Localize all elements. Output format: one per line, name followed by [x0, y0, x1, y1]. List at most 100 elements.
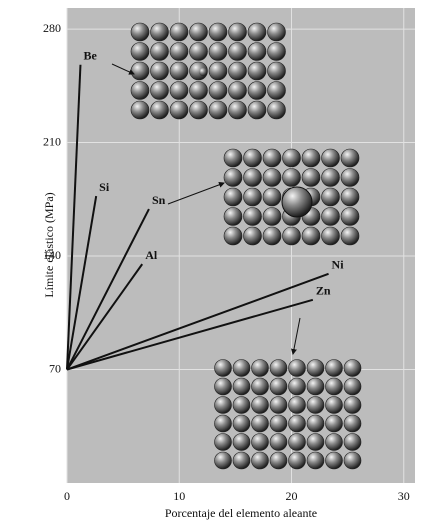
atom: [151, 23, 169, 41]
atom: [229, 23, 247, 41]
atom: [215, 452, 232, 469]
atom: [131, 43, 149, 61]
atom: [270, 452, 287, 469]
y-axis-title: Límite elástico (MPa): [42, 192, 56, 297]
atom: [283, 169, 301, 187]
atom: [233, 434, 250, 451]
atom: [233, 415, 250, 432]
atom: [263, 149, 281, 167]
atom: [248, 23, 266, 41]
atom: [131, 82, 149, 100]
solute-atom: [199, 68, 207, 76]
atom: [289, 452, 306, 469]
atom: [263, 208, 281, 226]
atom: [233, 378, 250, 395]
series-label: Sn: [152, 193, 166, 207]
atom: [215, 415, 232, 432]
atom: [270, 397, 287, 414]
atom: [283, 227, 301, 245]
atom: [307, 397, 324, 414]
atom: [270, 434, 287, 451]
atom: [322, 169, 340, 187]
atom: [302, 227, 320, 245]
series-label: Be: [83, 48, 97, 62]
atom: [209, 43, 227, 61]
y-tick-label: 70: [49, 361, 61, 375]
atom: [307, 360, 324, 377]
atom: [307, 415, 324, 432]
atom: [326, 397, 343, 414]
y-tick-label: 280: [43, 21, 61, 35]
atom: [322, 227, 340, 245]
x-tick-label: 30: [398, 489, 410, 503]
atom: [302, 149, 320, 167]
atom: [341, 227, 359, 245]
atom: [131, 23, 149, 41]
atom: [268, 82, 286, 100]
atom: [270, 378, 287, 395]
atom: [215, 397, 232, 414]
atom: [302, 169, 320, 187]
atom: [190, 82, 208, 100]
atom: [244, 188, 262, 206]
atom: [341, 169, 359, 187]
atom: [229, 101, 247, 119]
atom: [263, 188, 281, 206]
atom: [344, 397, 361, 414]
atom: [307, 378, 324, 395]
atom: [151, 82, 169, 100]
atom: [233, 397, 250, 414]
atom: [289, 360, 306, 377]
atom: [190, 43, 208, 61]
atom: [224, 149, 242, 167]
atom: [322, 149, 340, 167]
atom: [131, 62, 149, 80]
series-label: Ni: [332, 258, 345, 272]
atom: [170, 82, 188, 100]
atom: [151, 101, 169, 119]
atom: [341, 208, 359, 226]
y-tick-label: 210: [43, 134, 61, 148]
atom: [229, 43, 247, 61]
atom: [344, 415, 361, 432]
atom: [344, 452, 361, 469]
atom: [341, 149, 359, 167]
atom: [326, 452, 343, 469]
atom: [252, 434, 269, 451]
atom: [344, 378, 361, 395]
atom: [344, 360, 361, 377]
series-label: Al: [145, 248, 158, 262]
atom: [224, 227, 242, 245]
atom: [229, 62, 247, 80]
x-tick-label: 0: [64, 489, 70, 503]
atom: [252, 378, 269, 395]
atom: [341, 188, 359, 206]
y-tick-label: 140: [43, 248, 61, 262]
atom: [209, 82, 227, 100]
atom: [326, 415, 343, 432]
atom: [209, 101, 227, 119]
atom: [252, 360, 269, 377]
atom: [151, 43, 169, 61]
atom: [270, 415, 287, 432]
atom: [252, 452, 269, 469]
atom: [283, 149, 301, 167]
atom: [326, 434, 343, 451]
atom: [263, 227, 281, 245]
atom: [170, 43, 188, 61]
atom: [170, 23, 188, 41]
atom: [268, 62, 286, 80]
atom: [190, 23, 208, 41]
atom: [322, 208, 340, 226]
atom: [270, 360, 287, 377]
series-label: Zn: [316, 284, 331, 298]
atom: [289, 378, 306, 395]
atom: [268, 101, 286, 119]
atom: [190, 101, 208, 119]
chart: BeSiSnAlNiZn Porcentaje del elemento ale…: [0, 0, 429, 524]
atom: [307, 434, 324, 451]
atom: [289, 434, 306, 451]
atom: [344, 434, 361, 451]
atom: [244, 208, 262, 226]
atom: [215, 360, 232, 377]
